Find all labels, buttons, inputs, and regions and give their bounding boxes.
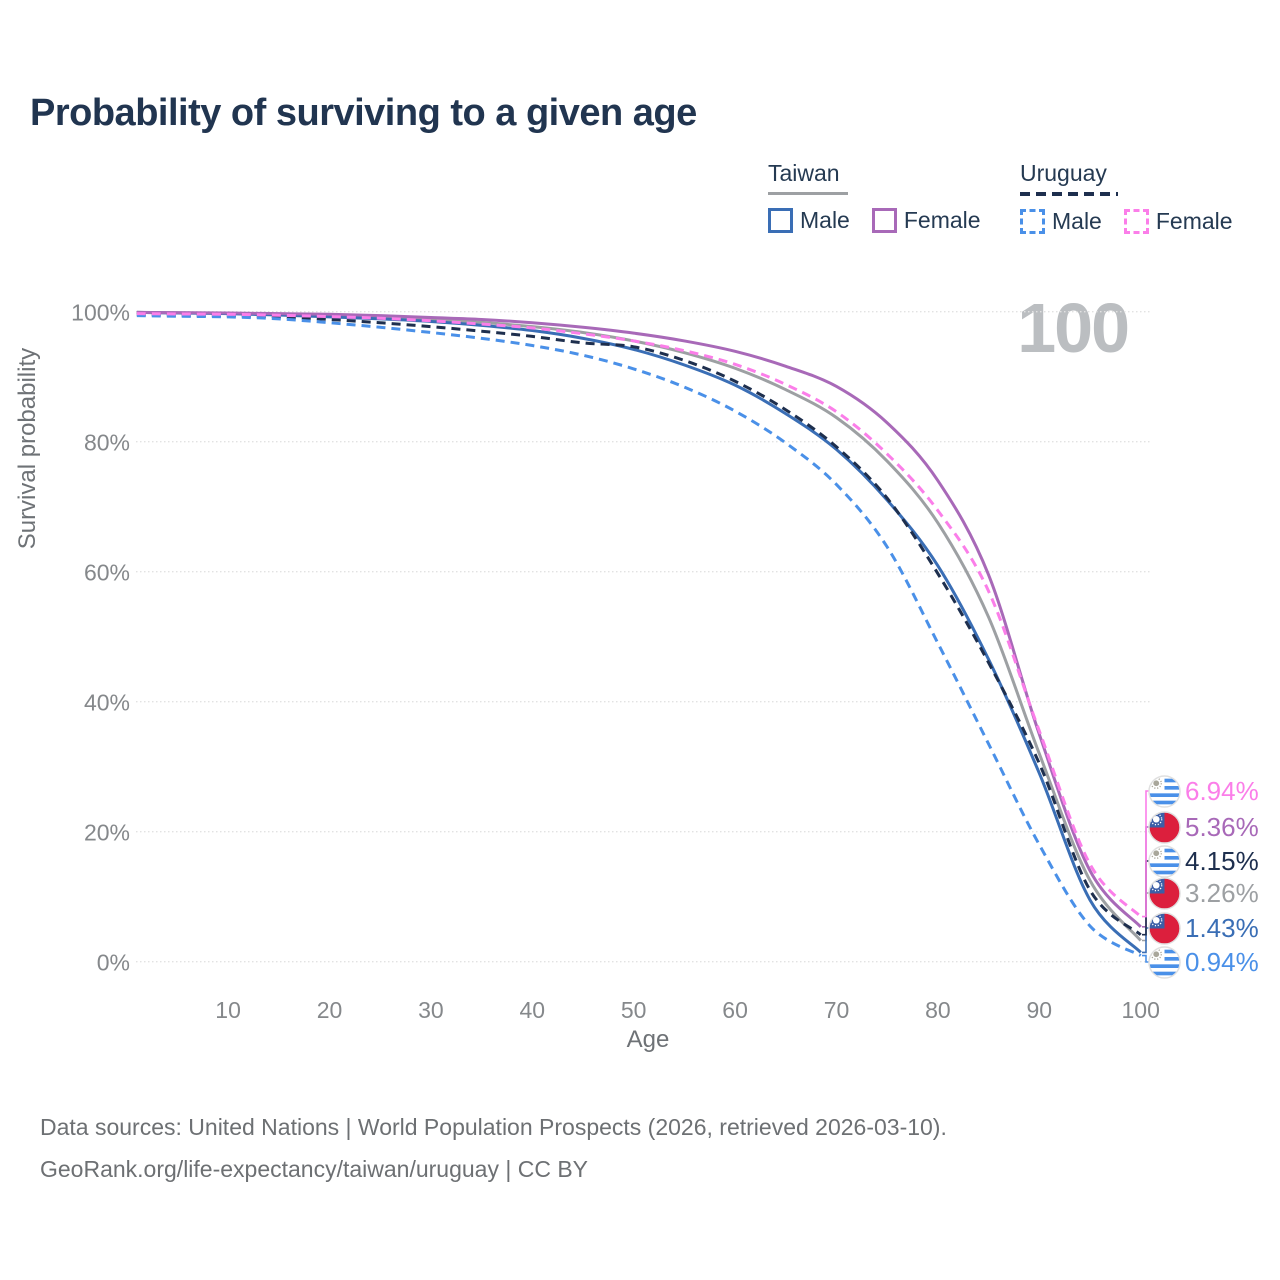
x-tick-60: 60	[722, 997, 748, 1023]
age-counter-watermark: 100	[1017, 289, 1130, 367]
x-tick-20: 20	[317, 997, 343, 1023]
legend-entries-uruguay: Male Female	[1020, 208, 1233, 235]
end-label-taiwan-male: 1.43%	[1148, 911, 1259, 945]
end-label-taiwan-female: 5.36%	[1148, 810, 1259, 844]
legend-underline-uruguay	[1020, 192, 1118, 196]
x-tick-70: 70	[824, 997, 850, 1023]
end-label-value: 5.36%	[1185, 811, 1259, 842]
x-tick-50: 50	[621, 997, 647, 1023]
y-tick-40: 40%	[84, 690, 130, 716]
end-label-value: 3.26%	[1185, 877, 1259, 908]
uruguay-flag-icon	[1148, 774, 1181, 808]
legend-entry-taiwan-male[interactable]: Male	[768, 207, 850, 234]
end-label-value: 6.94%	[1185, 775, 1259, 806]
legend-swatch-taiwan-male	[768, 208, 793, 233]
legend-group-title-uruguay: Uruguay	[1020, 160, 1107, 186]
leader-line-taiwan-male	[1142, 927, 1150, 954]
y-tick-80: 80%	[84, 430, 130, 456]
uruguay-flag-icon	[1148, 844, 1181, 878]
end-label-taiwan-both-sexes: 3.26%	[1148, 876, 1259, 910]
series-line-taiwan-both-sexes[interactable]	[136, 310, 1142, 942]
end-label-uruguay-both-sexes: 4.15%	[1148, 844, 1259, 878]
series-line-taiwan-female[interactable]	[136, 310, 1142, 928]
end-label-uruguay-female: 6.94%	[1148, 774, 1259, 808]
legend-label-uruguay-female: Female	[1155, 208, 1233, 234]
x-tick-90: 90	[1027, 997, 1053, 1023]
x-tick-10: 10	[215, 997, 241, 1023]
legend-label-uruguay-male: Male	[1052, 208, 1102, 234]
legend-entry-uruguay-female[interactable]: Female	[1123, 208, 1233, 235]
legend-swatch-taiwan-female	[871, 208, 897, 233]
end-label-value: 0.94%	[1185, 946, 1259, 977]
end-label-value: 1.43%	[1185, 912, 1259, 943]
y-tick-0: 0%	[97, 950, 130, 976]
series-line-taiwan-male[interactable]	[136, 310, 1142, 954]
end-label-value: 4.15%	[1185, 845, 1259, 876]
x-tick-100: 100	[1122, 997, 1160, 1023]
taiwan-flag-icon	[1148, 911, 1181, 945]
legend-group-taiwan: Taiwan Male Female	[768, 160, 981, 234]
footer-attribution: Data sources: United Nations | World Pop…	[40, 1106, 947, 1190]
uruguay-flag-icon	[1148, 945, 1181, 979]
footer-line-1: Data sources: United Nations | World Pop…	[40, 1114, 947, 1140]
end-label-uruguay-male: 0.94%	[1148, 945, 1259, 979]
y-tick-60: 60%	[84, 560, 130, 586]
legend-group-title-taiwan: Taiwan	[768, 160, 840, 186]
series-line-uruguay-male[interactable]	[136, 314, 1142, 957]
series-line-uruguay-female[interactable]	[136, 312, 1142, 918]
y-axis-title: Survival probability	[14, 347, 41, 550]
x-tick-40: 40	[520, 997, 546, 1023]
legend-entries-taiwan: Male Female	[768, 207, 981, 234]
legend-group-uruguay: Uruguay Male Female	[1020, 160, 1233, 235]
legend-swatch-uruguay-male	[1020, 209, 1045, 234]
legend-label-taiwan-female: Female	[903, 207, 981, 233]
legend-underline-taiwan	[768, 192, 848, 195]
leader-line-uruguay-male	[1142, 954, 1150, 963]
legend-entry-uruguay-male[interactable]: Male	[1020, 208, 1102, 235]
legend-entry-taiwan-female[interactable]: Female	[871, 207, 981, 234]
page-title: Probability of surviving to a given age	[30, 92, 697, 134]
y-tick-100: 100%	[71, 300, 130, 326]
x-axis-title: Age	[626, 1026, 670, 1053]
footer-line-2: GeoRank.org/life-expectancy/taiwan/urugu…	[40, 1156, 589, 1182]
taiwan-flag-icon	[1148, 810, 1181, 844]
taiwan-flag-icon	[1148, 876, 1181, 910]
x-tick-30: 30	[418, 997, 444, 1023]
legend-label-taiwan-male: Male	[800, 207, 850, 233]
x-tick-80: 80	[925, 997, 951, 1023]
y-tick-20: 20%	[84, 820, 130, 846]
series-line-uruguay-both-sexes[interactable]	[136, 313, 1142, 936]
legend-swatch-uruguay-female	[1123, 209, 1149, 234]
leader-line-uruguay-female	[1142, 790, 1150, 918]
